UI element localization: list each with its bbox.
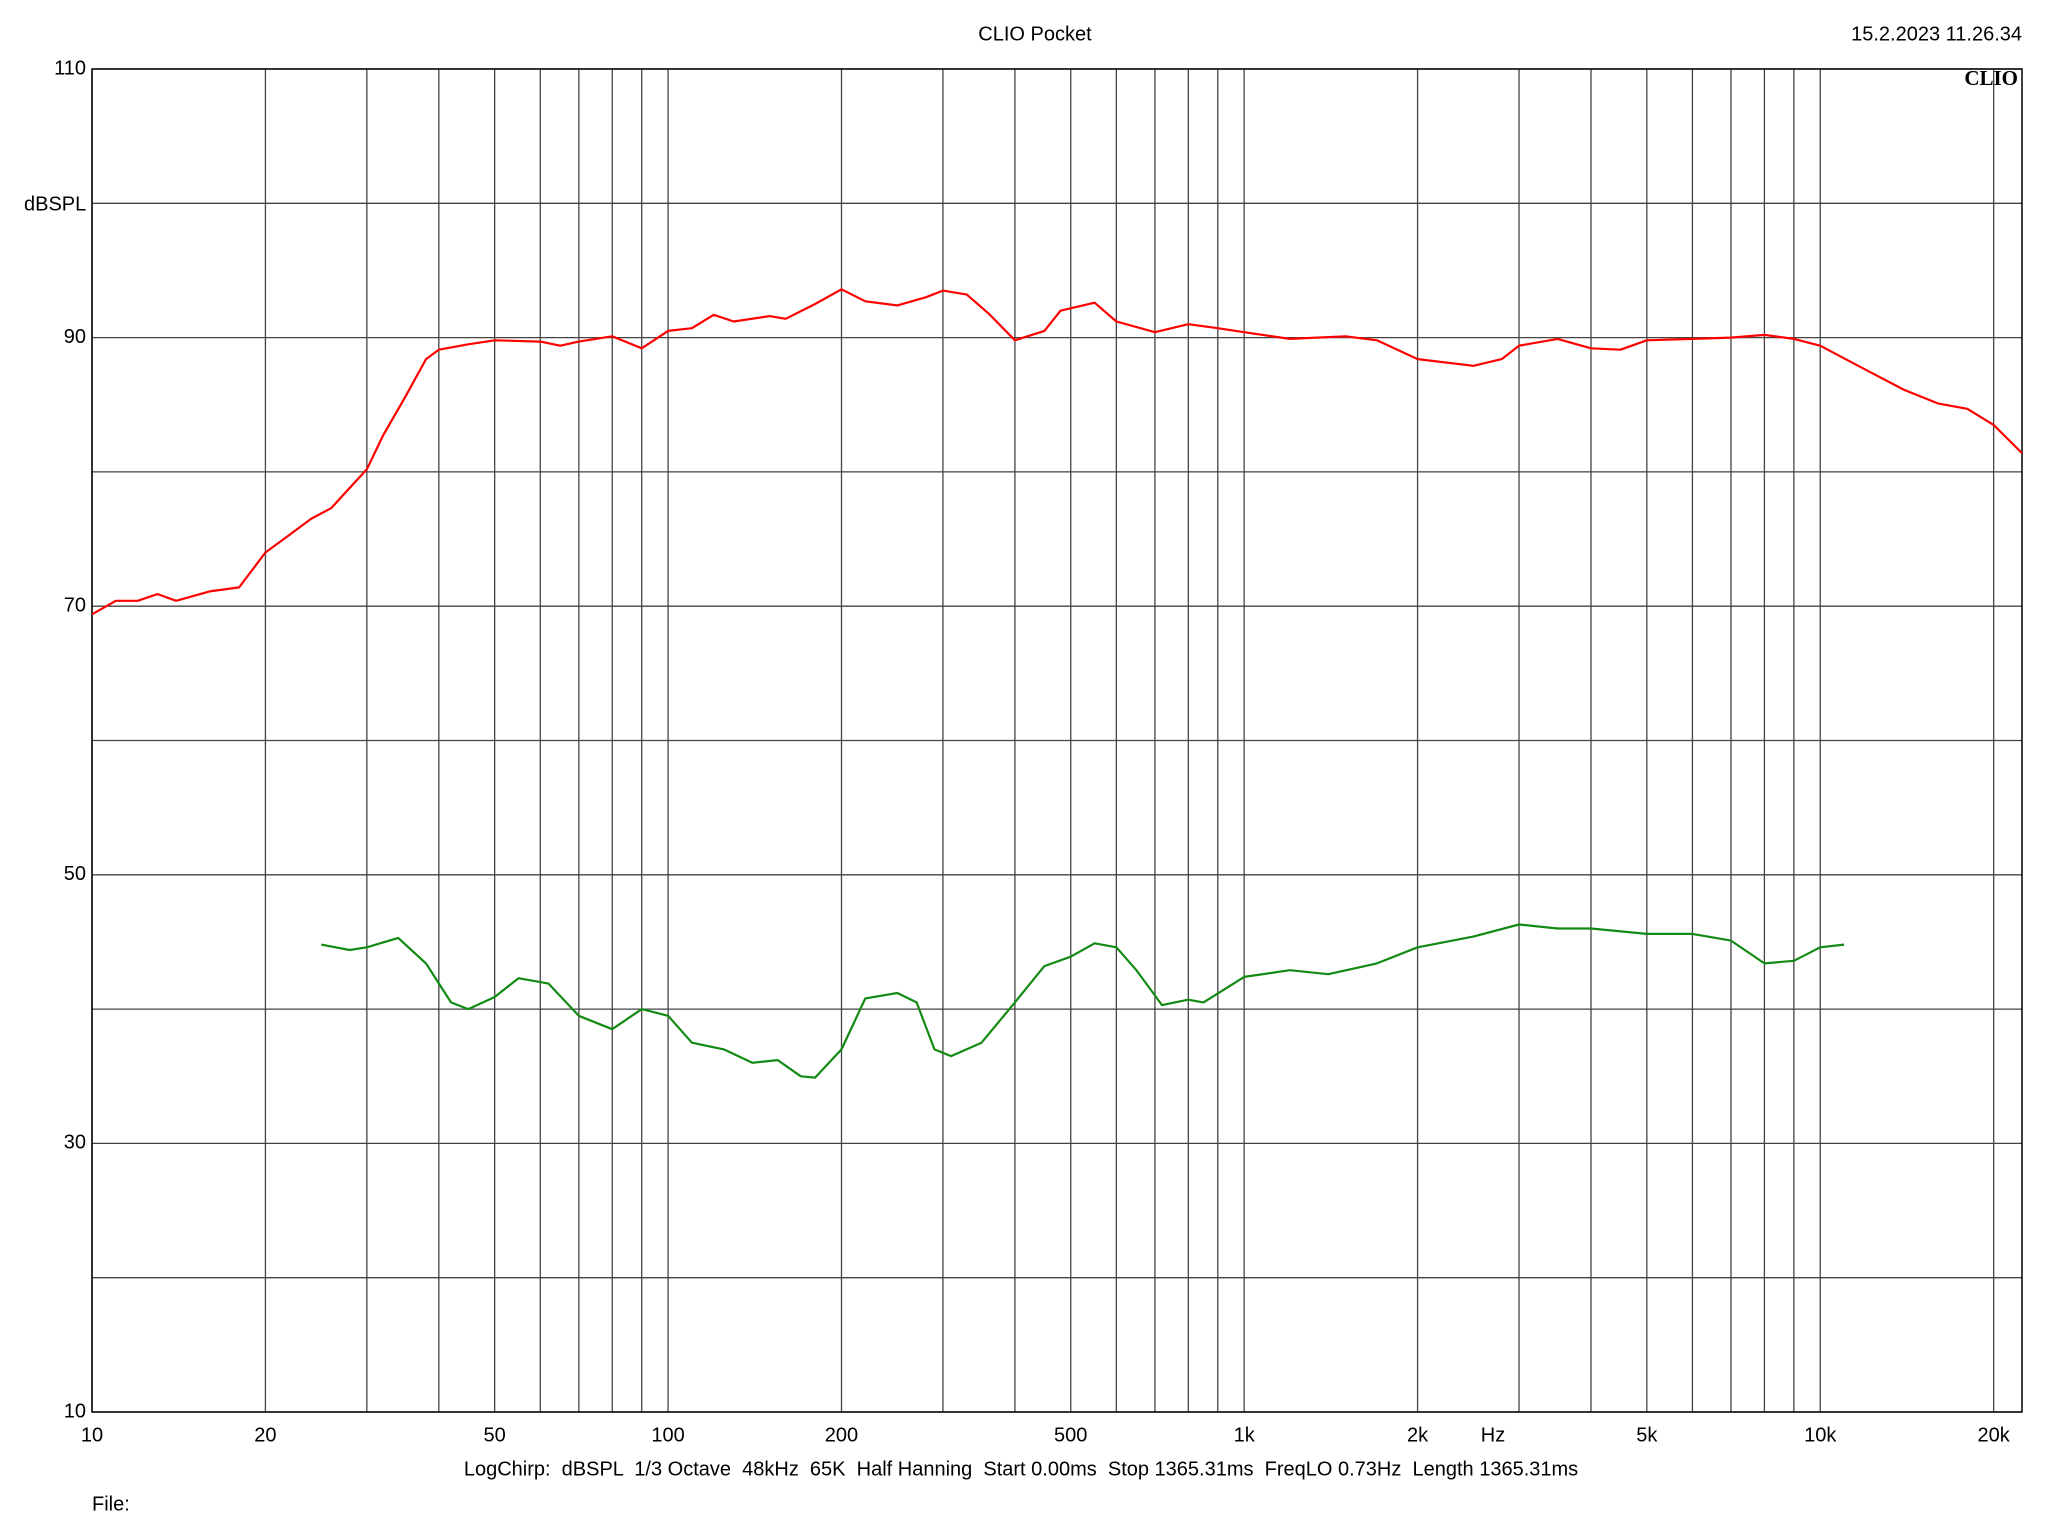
series-line xyxy=(320,923,1845,1079)
file-label: File: xyxy=(92,1493,130,1515)
y-tick-label: 110 xyxy=(54,57,86,79)
x-tick-label: 100 xyxy=(651,1424,684,1446)
chart-title: CLIO Pocket xyxy=(978,23,1092,45)
x-tick-label: 10k xyxy=(1804,1424,1837,1446)
plot-frame xyxy=(91,68,2023,1413)
x-tick-label: 5k xyxy=(1636,1424,1658,1446)
x-tick-label: 20k xyxy=(1978,1424,2011,1446)
x-tick-label: 50 xyxy=(484,1424,506,1446)
x-tick-label: 500 xyxy=(1054,1424,1087,1446)
y-tick-label: 10 xyxy=(64,1400,86,1422)
logo: CLIO xyxy=(1964,66,2018,90)
x-axis-label: Hz xyxy=(1481,1424,1505,1446)
y-tick-label: 50 xyxy=(64,863,86,885)
series-line xyxy=(91,288,2023,616)
x-tick-label: 200 xyxy=(825,1424,858,1446)
x-tick-label: 20 xyxy=(254,1424,276,1446)
footer: LogChirp: dBSPL 1/3 Octave 48kHz 65K Hal… xyxy=(464,1458,1578,1480)
y-tick-label: 90 xyxy=(64,326,86,348)
y-axis-label: dBSPL xyxy=(24,193,86,215)
y-tick-label: 70 xyxy=(64,594,86,616)
timestamp: 15.2.2023 11.26.34 xyxy=(1851,23,2022,45)
x-tick-label: 10 xyxy=(81,1424,103,1446)
x-tick-label: 1k xyxy=(1234,1424,1256,1446)
x-tick-label: 2k xyxy=(1407,1424,1429,1446)
y-tick-label: 30 xyxy=(64,1132,86,1154)
